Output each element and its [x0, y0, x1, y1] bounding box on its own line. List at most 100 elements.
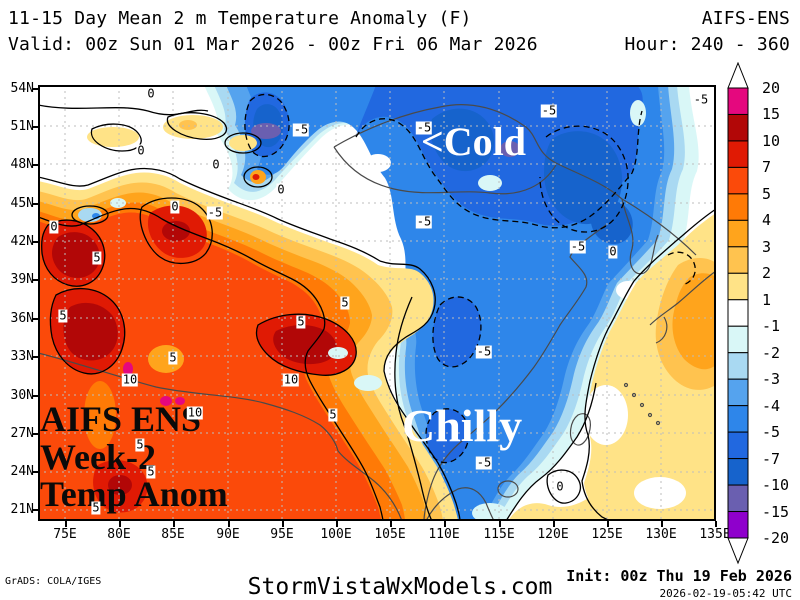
lon-label: 80E	[97, 527, 141, 542]
colorbar-level-label: 15	[762, 105, 780, 123]
lon-label: 120E	[531, 527, 575, 542]
colorbar-arrow-up	[728, 63, 748, 88]
lon-label: 95E	[260, 527, 304, 542]
colorbar-segment	[728, 406, 748, 432]
contour-label: 5	[135, 439, 144, 452]
contour-label: 0	[146, 88, 155, 101]
purple-cold-pocket	[251, 123, 281, 139]
colorbar-level-label: -7	[762, 450, 780, 468]
generated-time: 2026-02-19-05:42 UTC	[660, 587, 792, 600]
colorbar-level-label: -5	[762, 423, 780, 441]
lat-tick	[32, 164, 38, 166]
cold-annotation: <Cold	[421, 118, 526, 165]
colorbar-level-label: 10	[762, 132, 780, 150]
lat-tick	[32, 279, 38, 281]
init-time: Init: 00z Thu 19 Feb 2026	[566, 567, 792, 585]
lon-label: 90E	[206, 527, 250, 542]
colorbar-segment	[728, 379, 748, 405]
contour-label: -5	[293, 124, 309, 137]
lat-label: 33N	[2, 349, 34, 364]
model-annotation-line1: AIFS ENS	[40, 398, 201, 440]
lon-tick	[444, 521, 446, 527]
lat-tick	[32, 318, 38, 320]
colorbar-segment	[728, 432, 748, 458]
contour-label: 5	[328, 409, 337, 422]
colorbar-segment	[728, 485, 748, 511]
lat-label: 24N	[2, 464, 34, 479]
contour-label: 10	[122, 374, 138, 387]
contour-label: 0	[170, 201, 179, 214]
model-name: AIFS-ENS	[702, 8, 790, 29]
lat-label: 51N	[2, 119, 34, 134]
contour-label: -5	[570, 241, 586, 254]
colorbar-level-label: -1	[762, 317, 780, 335]
lat-label: 48N	[2, 157, 34, 172]
lon-tick	[390, 521, 392, 527]
grads-credit: GrADS: COLA/IGES	[5, 576, 101, 587]
colorbar-segment	[728, 326, 748, 352]
colorbar-segment	[728, 220, 748, 246]
lon-tick	[173, 521, 175, 527]
lat-tick	[32, 433, 38, 435]
site-watermark: StormVistaWxModels.com	[248, 574, 553, 600]
contour-label: 5	[92, 252, 101, 265]
lat-tick	[32, 88, 38, 90]
colorbar-level-label: 20	[762, 79, 780, 97]
lat-tick	[32, 471, 38, 473]
colorbar-segment	[728, 194, 748, 220]
lat-tick	[32, 241, 38, 243]
chilly-annotation: Chilly	[402, 399, 522, 452]
contour-label: -5	[416, 122, 432, 135]
lon-tick	[553, 521, 555, 527]
lon-label: 110E	[422, 527, 466, 542]
valid-range: Valid: 00z Sun 01 Mar 2026 - 00z Fri 06 …	[8, 34, 538, 55]
lon-label: 115E	[477, 527, 521, 542]
lat-label: 36N	[2, 311, 34, 326]
colorbar-segment	[728, 353, 748, 379]
contour-label: 5	[91, 502, 100, 515]
colorbar-level-label: 3	[762, 238, 771, 256]
lat-label: 45N	[2, 196, 34, 211]
forecast-hour: Hour: 240 - 360	[624, 34, 790, 55]
lon-tick	[282, 521, 284, 527]
lat-label: 54N	[2, 81, 34, 96]
contour-label: 10	[187, 407, 203, 420]
lat-label: 21N	[2, 502, 34, 517]
contour-label: 5	[58, 310, 67, 323]
colorbar-segment	[728, 512, 748, 538]
lat-tick	[32, 509, 38, 511]
colorbar-level-label: -10	[762, 476, 789, 494]
colorbar-level-label: 2	[762, 264, 771, 282]
contour-label: -5	[693, 94, 709, 107]
colorbar-segment	[728, 300, 748, 326]
lon-label: 100E	[314, 527, 358, 542]
lon-tick	[119, 521, 121, 527]
lon-tick	[65, 521, 67, 527]
contour-label: 0	[555, 481, 564, 494]
colorbar-level-label: -15	[762, 503, 789, 521]
contour-label: -5	[207, 207, 223, 220]
contour-label: 0	[608, 246, 617, 259]
lat-tick	[32, 356, 38, 358]
contour-label: 0	[211, 159, 220, 172]
colorbar-segment	[728, 141, 748, 167]
colorbar-segment	[728, 247, 748, 273]
colorbar-segment	[728, 167, 748, 193]
contour-label: 5	[296, 316, 305, 329]
colorbar-level-label: -3	[762, 370, 780, 388]
lat-label: 39N	[2, 272, 34, 287]
model-annotation-line3: Temp Anom	[40, 473, 228, 515]
map-panel: <Cold Chilly AIFS ENS Week-2 Temp Anom -…	[38, 85, 716, 521]
contour-label: -5	[416, 216, 432, 229]
lon-tick	[661, 521, 663, 527]
lat-label: 30N	[2, 388, 34, 403]
lat-label: 42N	[2, 234, 34, 249]
colorbar: 201510754321-1-2-3-4-5-7-10-15-20	[726, 62, 800, 574]
colorbar-level-label: 7	[762, 158, 771, 176]
contour-label: 5	[340, 297, 349, 310]
lon-label: 130E	[639, 527, 683, 542]
colorbar-level-label: 4	[762, 211, 771, 229]
contour-label: 0	[276, 184, 285, 197]
colorbar-level-label: 1	[762, 291, 771, 309]
contour-label: -5	[541, 105, 557, 118]
